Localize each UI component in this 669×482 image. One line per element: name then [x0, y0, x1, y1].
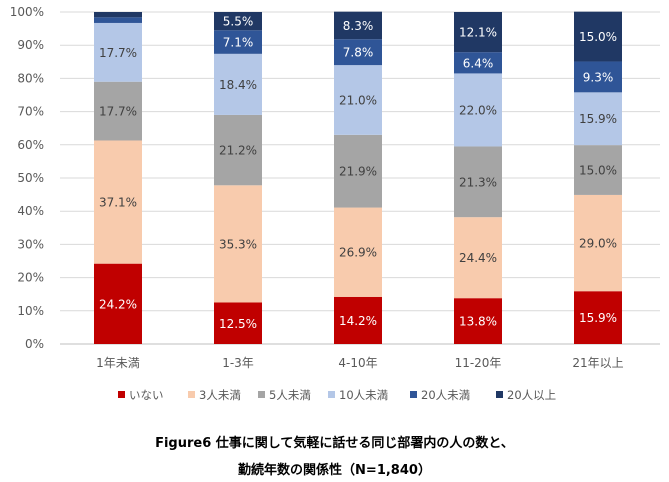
- data-label: 6.4%: [463, 56, 494, 70]
- data-label: 15.9%: [579, 311, 617, 325]
- y-tick-label: 20%: [17, 271, 44, 285]
- bar-segment: [574, 194, 622, 292]
- y-tick-label: 100%: [10, 5, 44, 19]
- bar-segment: [214, 12, 262, 31]
- bar-segment: [574, 11, 622, 62]
- data-label: 7.8%: [343, 46, 374, 60]
- bar-segment: [214, 30, 262, 54]
- bar-segment: [454, 52, 502, 74]
- data-label: 24.2%: [99, 297, 137, 311]
- data-label: 17.7%: [99, 105, 137, 119]
- bar-segment: [574, 92, 622, 146]
- x-tick-label: 21年以上: [572, 356, 623, 370]
- data-label: 18.4%: [219, 78, 257, 92]
- legend-swatch: [118, 391, 125, 398]
- bar-segment: [94, 81, 142, 141]
- data-label: 12.1%: [459, 26, 497, 40]
- bar-segment: [334, 11, 382, 40]
- bar-segment: [214, 302, 262, 344]
- data-label: 9.3%: [583, 70, 614, 84]
- chart-title-line1: Figure6 仕事に関して気軽に話せる同じ部署内の人の数と、: [155, 436, 514, 451]
- bar-segment: [94, 17, 142, 23]
- stacked-bar-chart: 0% 10% 20% 30% 40% 50% 60% 70% 80% 90% 100% 24.2% 37…: [10, 5, 660, 402]
- legend-swatch: [258, 391, 265, 398]
- bar-segment: [454, 12, 502, 53]
- bar-segment: [334, 296, 382, 344]
- data-label: 37.1%: [99, 196, 137, 210]
- legend-label: いない: [129, 388, 164, 402]
- y-tick-label: 40%: [17, 204, 44, 218]
- legend-label: 10人未満: [339, 388, 388, 402]
- bar-segment: [454, 146, 502, 218]
- data-label: 29.0%: [579, 237, 617, 251]
- bar-segment: [334, 39, 382, 66]
- y-tick-label: 60%: [17, 138, 44, 152]
- data-label: 8.3%: [343, 19, 374, 33]
- legend-label: 20人未満: [421, 388, 470, 402]
- chart-title-line2: 勤続年数の関係性（N=1,840）: [238, 463, 431, 478]
- legend-swatch: [410, 391, 417, 398]
- data-label: 5.5%: [223, 15, 254, 29]
- data-label: 21.0%: [339, 93, 377, 107]
- bar-segment: [574, 145, 622, 195]
- data-label: 15.9%: [579, 112, 617, 126]
- bar-segment: [574, 291, 622, 344]
- data-label: 21.2%: [219, 144, 257, 158]
- bar-segment: [94, 22, 142, 82]
- x-tick-label: 4-10年: [338, 356, 377, 370]
- data-label: 17.7%: [99, 46, 137, 60]
- bar-segment: [334, 65, 382, 135]
- data-label: 15.0%: [579, 164, 617, 178]
- bar-segment: [214, 53, 262, 115]
- legend-swatch: [188, 391, 195, 398]
- bar-segment: [334, 207, 382, 297]
- y-tick-label: 0%: [25, 337, 44, 351]
- y-tick-label: 10%: [17, 304, 44, 318]
- bar-segment: [334, 134, 382, 208]
- bar-segment: [454, 298, 502, 344]
- data-label: 26.9%: [339, 246, 377, 260]
- bar-segment: [454, 217, 502, 299]
- legend-label: 20人以上: [507, 388, 556, 402]
- y-tick-label: 90%: [17, 38, 44, 52]
- bar-segment: [574, 61, 622, 93]
- bar-segment: [94, 140, 142, 264]
- y-tick-label: 80%: [17, 71, 44, 85]
- bar-segment: [94, 263, 142, 344]
- bar-segment: [94, 12, 142, 18]
- data-label: 22.0%: [459, 103, 497, 117]
- data-label: 35.3%: [219, 237, 257, 251]
- data-label: 24.4%: [459, 251, 497, 265]
- legend-swatch: [328, 391, 335, 398]
- x-tick-label: 1年未満: [96, 356, 140, 370]
- data-label: 15.0%: [579, 30, 617, 44]
- data-label: 14.2%: [339, 314, 377, 328]
- data-label: 12.5%: [219, 317, 257, 331]
- legend-swatch: [496, 391, 503, 398]
- legend-label: 5人未満: [269, 388, 311, 402]
- x-tick-label: 1-3年: [222, 356, 254, 370]
- data-label: 21.3%: [459, 175, 497, 189]
- x-tick-label: 11-20年: [455, 356, 502, 370]
- legend-label: 3人未満: [199, 388, 241, 402]
- bar-segment: [454, 73, 502, 147]
- data-label: 13.8%: [459, 315, 497, 329]
- bar-segment: [214, 114, 262, 186]
- y-tick-label: 50%: [17, 171, 44, 185]
- y-tick-label: 70%: [17, 105, 44, 119]
- data-label: 21.9%: [339, 165, 377, 179]
- bar-segment: [214, 185, 262, 303]
- data-label: 7.1%: [223, 36, 254, 50]
- y-tick-label: 30%: [17, 237, 44, 251]
